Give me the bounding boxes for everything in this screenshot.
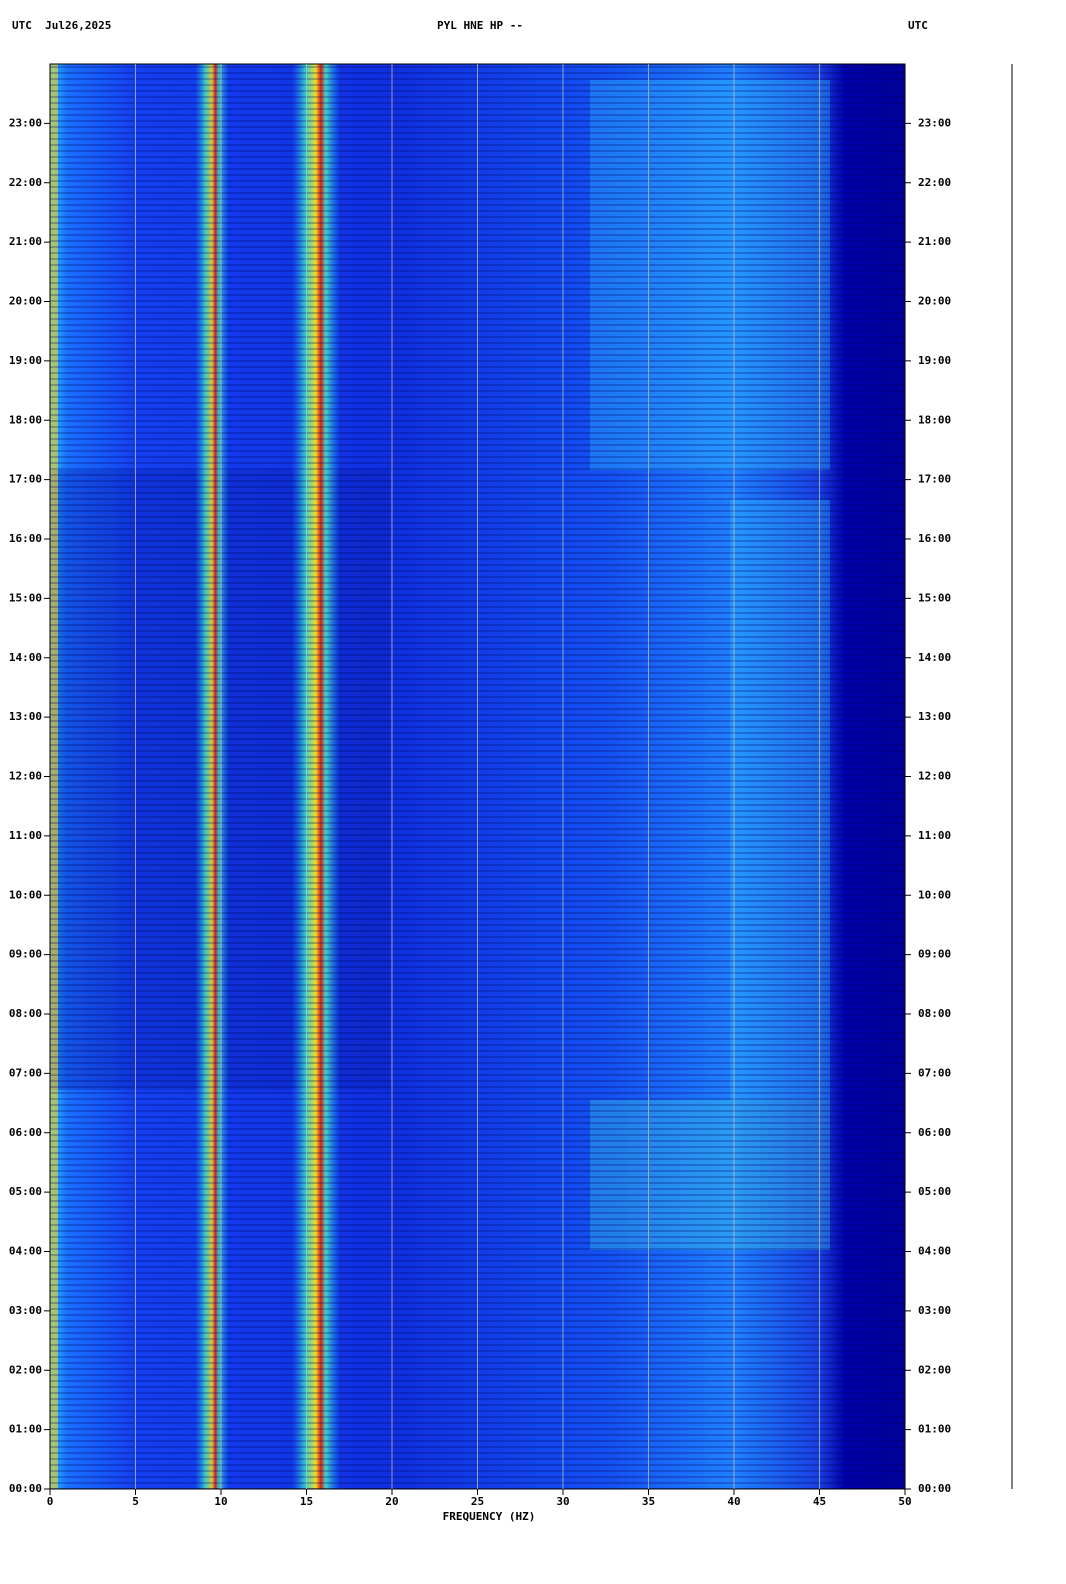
- y-tick-label-right: 11:00: [918, 829, 951, 842]
- y-tick-label-left: 02:00: [9, 1363, 42, 1376]
- y-tick-label-left: 06:00: [9, 1126, 42, 1139]
- y-tick-label-right: 03:00: [918, 1304, 951, 1317]
- y-tick-label-right: 08:00: [918, 1007, 951, 1020]
- y-tick-label-right: 02:00: [918, 1363, 951, 1376]
- y-tick-label-right: 15:00: [918, 591, 951, 604]
- x-tick-label: 50: [898, 1495, 911, 1508]
- x-tick-label: 40: [727, 1495, 740, 1508]
- y-tick-label-right: 16:00: [918, 532, 951, 545]
- y-tick-label-left: 05:00: [9, 1185, 42, 1198]
- y-tick-label-right: 14:00: [918, 651, 951, 664]
- y-tick-label-left: 23:00: [9, 116, 42, 129]
- y-tick-label-right: 01:00: [918, 1423, 951, 1436]
- y-tick-label-left: 03:00: [9, 1304, 42, 1317]
- y-tick-label-right: 21:00: [918, 235, 951, 248]
- y-tick-label-right: 10:00: [918, 888, 951, 901]
- y-tick-label-right: 12:00: [918, 770, 951, 783]
- y-tick-label-left: 19:00: [9, 354, 42, 367]
- y-tick-label-left: 18:00: [9, 413, 42, 426]
- y-tick-label-right: 05:00: [918, 1185, 951, 1198]
- x-tick-label: 45: [813, 1495, 826, 1508]
- y-tick-label-left: 07:00: [9, 1066, 42, 1079]
- y-tick-label-right: 06:00: [918, 1126, 951, 1139]
- x-tick-label: 5: [132, 1495, 139, 1508]
- chart-title: PYL HNE HP --: [437, 19, 523, 32]
- y-tick-label-left: 16:00: [9, 532, 42, 545]
- y-tick-label-left: 17:00: [9, 473, 42, 486]
- y-tick-label-left: 09:00: [9, 948, 42, 961]
- y-tick-label-left: 01:00: [9, 1423, 42, 1436]
- x-tick-label: 10: [214, 1495, 227, 1508]
- header-right: UTC: [908, 19, 928, 32]
- x-tick-label: 35: [642, 1495, 655, 1508]
- x-tick-label: 15: [300, 1495, 313, 1508]
- y-tick-label-left: 00:00: [9, 1482, 42, 1495]
- x-tick-label: 0: [47, 1495, 54, 1508]
- y-tick-label-left: 08:00: [9, 1007, 42, 1020]
- y-tick-label-right: 18:00: [918, 413, 951, 426]
- y-tick-label-left: 13:00: [9, 710, 42, 723]
- y-tick-label-right: 00:00: [918, 1482, 951, 1495]
- y-tick-label-right: 20:00: [918, 295, 951, 308]
- y-tick-label-left: 22:00: [9, 176, 42, 189]
- y-tick-label-right: 07:00: [918, 1066, 951, 1079]
- y-tick-label-left: 11:00: [9, 829, 42, 842]
- y-tick-label-right: 22:00: [918, 176, 951, 189]
- x-axis-label: FREQUENCY (HZ): [443, 1510, 536, 1523]
- y-tick-label-left: 14:00: [9, 651, 42, 664]
- y-tick-label-left: 12:00: [9, 770, 42, 783]
- y-tick-label-right: 09:00: [918, 948, 951, 961]
- y-tick-label-left: 21:00: [9, 235, 42, 248]
- y-tick-label-right: 17:00: [918, 473, 951, 486]
- x-tick-label: 20: [385, 1495, 398, 1508]
- y-tick-label-left: 04:00: [9, 1245, 42, 1258]
- y-tick-label-left: 10:00: [9, 888, 42, 901]
- x-tick-label: 30: [556, 1495, 569, 1508]
- y-tick-label-right: 04:00: [918, 1245, 951, 1258]
- y-tick-label-right: 19:00: [918, 354, 951, 367]
- y-tick-label-left: 20:00: [9, 295, 42, 308]
- x-tick-label: 25: [471, 1495, 484, 1508]
- header-left: UTC Jul26,2025: [12, 19, 111, 32]
- y-tick-label-right: 13:00: [918, 710, 951, 723]
- y-tick-label-left: 15:00: [9, 591, 42, 604]
- y-tick-label-right: 23:00: [918, 116, 951, 129]
